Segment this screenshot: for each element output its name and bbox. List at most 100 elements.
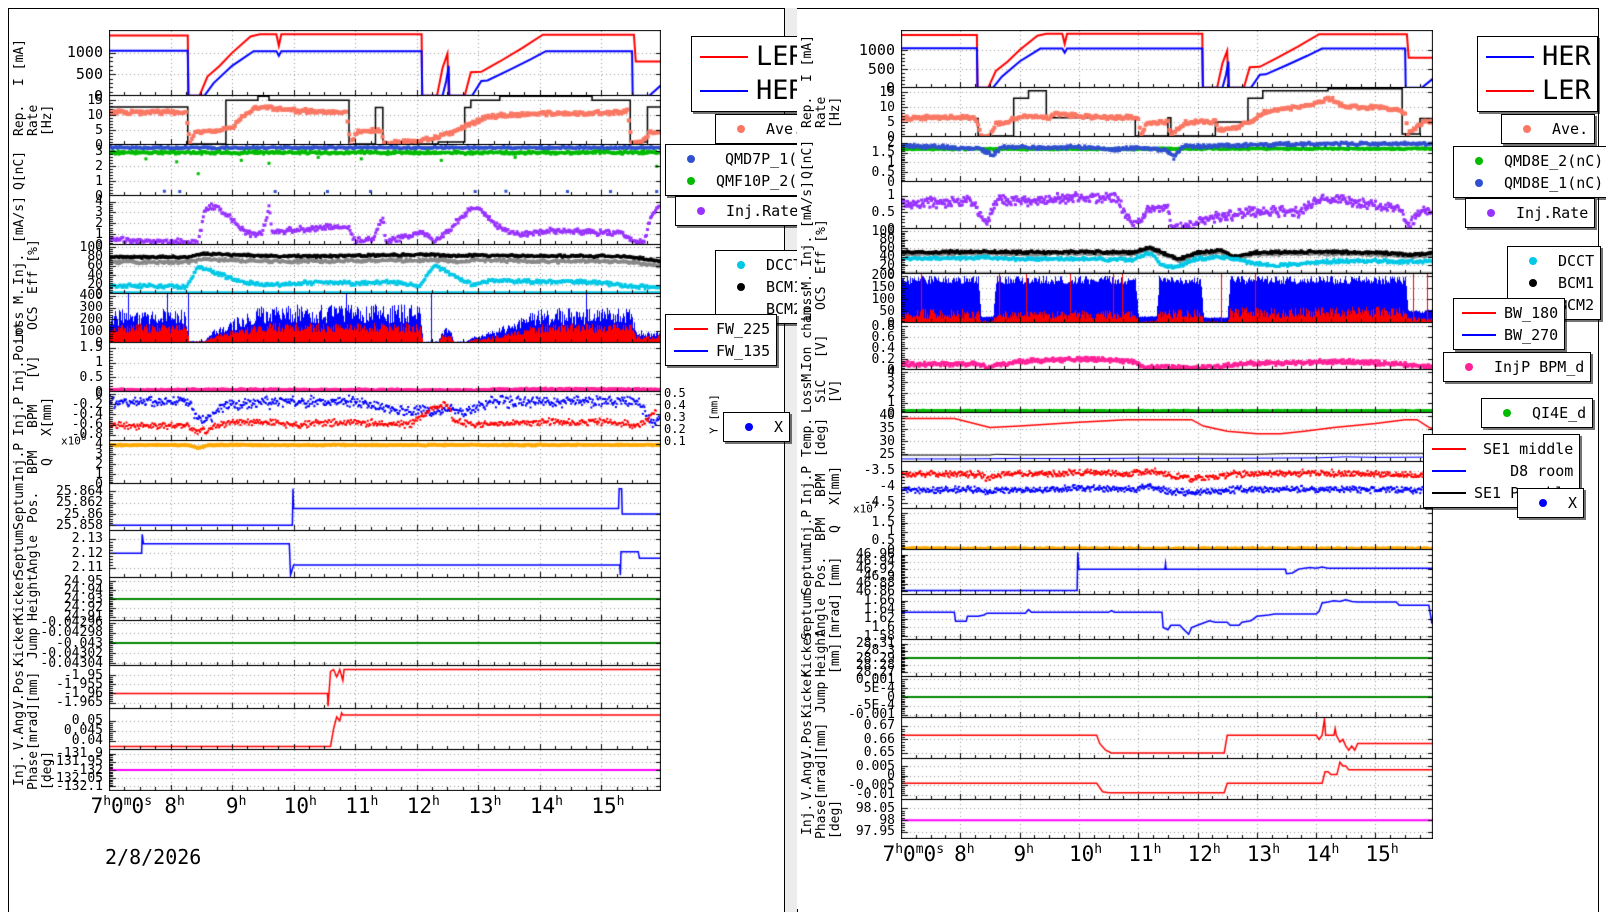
y-tick-charge: 0 (95, 188, 103, 204)
legend-label: LER (756, 41, 805, 72)
legend-label: InjP BPM_d (1494, 358, 1585, 376)
dot-marker-icon (730, 423, 768, 431)
plot-sic (901, 369, 1433, 413)
y-tick-temperature: 25 (879, 446, 895, 462)
y-tick-bpm-q: 0 (887, 542, 895, 558)
x-tick: 12h (406, 794, 440, 818)
y-tick-septum-pos: 46.9 (863, 569, 895, 585)
x-tick: 8h (164, 794, 185, 818)
y-tick-bpm-x: -0.4 (71, 406, 103, 422)
legend-label: SE1 middle (1483, 440, 1574, 458)
legend-label: DCCT (1558, 252, 1595, 270)
panel-left: I [mA] 1000 500 0 Rep. Rate [Hz] 15 10 5 0 Q[nC] 3 2 1… (9, 9, 832, 909)
legend-item: LER (1484, 74, 1591, 108)
line-marker-icon (1430, 448, 1468, 450)
y-tick-v-ang: 0.05 (71, 713, 103, 729)
y-tick-septum-pos: 46.86 (855, 583, 895, 599)
y-tick-v-pos: -1.955 (56, 676, 103, 692)
strip-bpm-x: Inj.P BPM X[mm] 0 -0.2 -0.4 -0.6 -0.8 0.5 0.4 0.3 0… (9, 387, 720, 447)
legend-panel-right-7: QI4E_d (1481, 398, 1594, 428)
legend-panel-right-5: BW_180 BW_270 (1453, 298, 1566, 350)
y-tick-sic: 3 (887, 374, 895, 390)
plot-rep-rate (901, 87, 1433, 137)
y-tick-kicker-jump: 0.001 (855, 671, 895, 687)
line-marker-icon (1484, 90, 1536, 92)
panel-right-legend-column: HER LER Ave. QMD8E_2(nC) QMD8E_1(nC) Inj.Rate… (1423, 30, 1606, 839)
strip-inj-phase: Inj. Phase [deg] 98.05 98 97.95 (797, 799, 1433, 839)
y-tick-rep-rate: 15 (87, 92, 103, 108)
y-tick-kicker-height: 28.3 (863, 643, 895, 659)
y-tick-v-pos: -1.96 (63, 685, 103, 701)
y-tick-rep-rate: 5 (95, 122, 103, 138)
axis-label-i-current-0: I [mA] (800, 35, 815, 83)
legend-item: QMD8E_2(nC) (1460, 150, 1603, 172)
dot-marker-icon (1450, 363, 1488, 371)
y-tick-charge: 0 (887, 174, 895, 190)
strip-inj-rate: [mA/s] 1 0.5 0 (797, 181, 1433, 236)
line-marker-icon (672, 350, 710, 352)
y-tick-kicker-height: 24.92 (63, 600, 103, 616)
legend-item: HER (1484, 40, 1591, 74)
y-tick-kicker-jump: -0.04302 (40, 645, 103, 661)
y-tick-charge: 1 (887, 154, 895, 170)
line-marker-icon (1460, 334, 1498, 336)
y-tick-i-current: 0 (93, 86, 103, 105)
y-tick-loss-ocs: 50 (879, 303, 895, 319)
y-tick-inj-phase: 98 (879, 812, 895, 828)
strip-v-pos: V.Pos. [mm] -1.95 -1.955 -1.96 -1.965 (9, 662, 661, 709)
legend-item: Inj.Rate (1472, 202, 1588, 224)
window-frame-top (8, 8, 1599, 9)
legend-item: BW_180 (1460, 302, 1558, 324)
y-tick-temperature: 35 (879, 421, 895, 437)
y-tick-kicker-height: 24.91 (63, 609, 103, 625)
x-tick: 11h (1128, 842, 1162, 866)
y-tick-inj-rate: 0 (887, 221, 895, 237)
legend-item: QMD8E_1(nC) (1460, 172, 1603, 194)
plot-inj-phase (901, 799, 1433, 839)
y-tick-charge: 0.5 (871, 164, 895, 180)
plot-v-pos (109, 665, 661, 709)
plot-loss-ocs (109, 293, 661, 343)
plot-v-ang (901, 758, 1433, 800)
dot-marker-icon (1460, 157, 1498, 165)
y-tick-kicker-height: 28.29 (855, 650, 895, 666)
legend-label: QI4E_d (1532, 404, 1587, 422)
window-frame-right (1598, 8, 1599, 912)
y-tick-septum-angle: 2.13 (71, 531, 103, 547)
plot-ion-chamber (901, 322, 1433, 370)
y-tick-bpm-q: 0.5 (871, 533, 895, 549)
y-tick-i-current: 1000 (858, 40, 895, 59)
legend-label: BCM2 (1558, 296, 1595, 314)
y-tick-bpm-x: -3.5 (863, 463, 895, 479)
x-tick: 9h (1013, 842, 1034, 866)
strip-i-current: I [mA] 1000 500 0 (9, 30, 661, 103)
y-tick-loss-ocs: 100 (79, 323, 103, 339)
legend-panel-left-4: DCCT BCM1 BCM2 (715, 250, 810, 324)
y-tick-inj-point: 1.5 (79, 340, 103, 356)
strip-v-pos: V.Pos. [mm] 0.67 0.66 0.65 (797, 712, 1433, 759)
plot-kicker-height (901, 639, 1433, 677)
legend-panel-left-0: LER HER (691, 36, 812, 112)
y-tick-kicker-height: 28.27 (855, 664, 895, 680)
dot-marker-icon (672, 177, 710, 185)
legend-item: BCM2 (1514, 294, 1594, 316)
dot-marker-icon (1514, 257, 1552, 265)
line-marker-icon (1430, 470, 1468, 472)
y-tick-septum-pos: 25.862 (56, 495, 103, 511)
y-tick-kicker-jump: 5E-4 (863, 680, 895, 696)
legend-panel-right-2: QMD8E_2(nC) QMD8E_1(nC) (1453, 146, 1606, 198)
y-tick-ion-chamber: 0.8 (871, 318, 895, 334)
legend-label: BCM1 (766, 278, 803, 296)
legend-item: BCM2 (722, 298, 802, 320)
dot-marker-icon (722, 283, 760, 291)
y-tick-inj-eff: 0 (887, 266, 895, 282)
dot-marker-icon (722, 125, 760, 133)
panel-left-legend-column: LER HER Ave. QMD7P_1(nC) QMF10P_2(nC) Inj.Rat… (661, 30, 861, 791)
y-tick-inj-eff: 20 (87, 277, 103, 293)
y-tick-loss-ocs: 0 (95, 335, 103, 351)
dot-marker-icon (682, 207, 720, 215)
y-tick-v-ang: 0.005 (855, 758, 895, 774)
y-tick-inj-rate: 1 (95, 226, 103, 242)
line-marker-icon (1484, 56, 1536, 58)
legend-item: FW_225 (672, 318, 770, 340)
